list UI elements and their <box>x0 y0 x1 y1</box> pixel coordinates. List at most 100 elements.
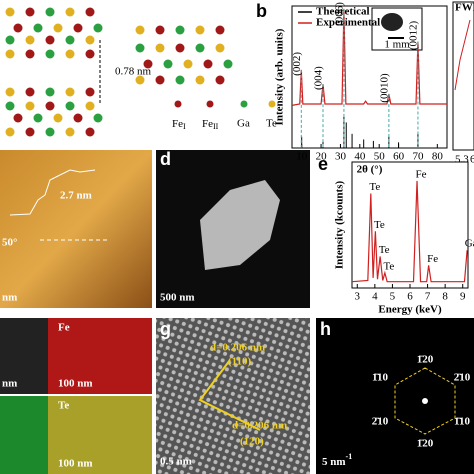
legend-label: Theoretical <box>316 6 370 18</box>
annotation: Te <box>374 219 385 231</box>
side-title: FWH <box>455 2 474 14</box>
spot-label: 1̄20 <box>417 438 434 450</box>
ga-map <box>0 396 48 474</box>
svg-text:FeI: FeI <box>172 118 186 131</box>
lattice-guide <box>198 359 261 431</box>
hexagon <box>394 367 456 435</box>
atom <box>215 43 225 53</box>
atom <box>93 23 103 33</box>
y-axis-title: Intensity (arb. units) <box>274 28 286 125</box>
crystal <box>381 13 403 31</box>
atom <box>195 25 205 35</box>
legend-text: Fe <box>172 118 183 130</box>
atom <box>155 25 165 35</box>
atom <box>25 49 35 59</box>
atom <box>183 59 193 69</box>
scale-sup: -1 <box>346 452 353 461</box>
structure-panel <box>5 7 233 137</box>
annotation: Fe <box>427 253 438 265</box>
atom <box>135 43 145 53</box>
hrtem-image <box>156 318 310 474</box>
annotation: Te <box>379 244 390 256</box>
atom <box>45 127 55 137</box>
haadf-map <box>0 318 48 394</box>
atom <box>25 35 35 45</box>
x-tick-label: 50 <box>374 151 386 163</box>
fe-map <box>48 318 152 394</box>
scale: nm <box>2 292 17 304</box>
panel-label: h <box>320 319 331 339</box>
atom <box>215 25 225 35</box>
scale: 100 nm <box>58 458 93 470</box>
atom <box>65 127 75 137</box>
x-tick-label: 60 <box>393 151 405 163</box>
atom <box>53 113 63 123</box>
annotation: (0010) <box>378 73 390 103</box>
atom <box>45 7 55 17</box>
legend-text: Te <box>266 118 277 130</box>
side-tick: 5.3 <box>455 154 469 166</box>
atom <box>33 113 43 123</box>
plane: (120) <box>240 436 264 448</box>
legend-sub: I <box>183 122 186 131</box>
atom <box>5 35 15 45</box>
atom <box>65 35 75 45</box>
legend-a: FeI FeII Ga Te <box>172 100 277 131</box>
series-line <box>351 180 468 283</box>
x-tick-label: 6 <box>407 291 413 303</box>
annotation: (004) <box>313 66 325 90</box>
d-spacing: d=0.206 nm <box>232 420 287 432</box>
panel-label: b <box>256 1 267 21</box>
svg-text:FeII: FeII <box>202 118 219 131</box>
atom <box>175 25 185 35</box>
atom <box>33 23 43 33</box>
annotation: Te <box>383 260 394 272</box>
x-tick-label: 9 <box>460 291 466 303</box>
panel-label: d <box>160 149 171 169</box>
x-tick-label: 10 <box>296 151 308 163</box>
x-tick-label: 70 <box>412 151 424 163</box>
x-tick-label: 8 <box>442 291 448 303</box>
atom <box>45 87 55 97</box>
atom <box>223 59 233 69</box>
atom <box>93 113 103 123</box>
scale: nm <box>2 378 17 390</box>
annotation: (006) <box>333 2 345 26</box>
atom <box>155 75 165 85</box>
atom <box>203 59 213 69</box>
panel-label: e <box>318 154 328 174</box>
scale: 1 mm <box>384 39 410 51</box>
atom <box>5 49 15 59</box>
legend-label: Experimental <box>316 17 380 29</box>
x-tick-label: 5 <box>390 291 396 303</box>
atom <box>65 49 75 59</box>
panel-label: g <box>160 319 171 339</box>
atom <box>135 75 145 85</box>
atom <box>5 127 15 137</box>
atom <box>65 101 75 111</box>
series-line <box>291 8 447 106</box>
atom <box>5 87 15 97</box>
annotation: Fe <box>416 168 427 180</box>
atom <box>85 35 95 45</box>
annotation: (0012) <box>407 21 419 51</box>
d-spacing: d=0.206 nm <box>210 342 265 354</box>
height: 2.7 nm <box>60 190 92 202</box>
annotation: (002) <box>291 52 303 76</box>
x-tick-label: 40 <box>354 151 366 163</box>
map-label: Te <box>58 400 69 412</box>
legend-text: Fe <box>202 118 213 130</box>
atom <box>85 7 95 17</box>
atom <box>163 59 173 69</box>
atom <box>5 7 15 17</box>
spot-label: 2̄10 <box>372 416 389 428</box>
scale: 100 nm <box>58 378 93 390</box>
side-line <box>454 19 471 91</box>
spot-label: 1̄10 <box>454 416 470 428</box>
atom <box>143 59 153 69</box>
atom <box>45 101 55 111</box>
side-tick: 6 <box>470 154 474 166</box>
legend-sub: II <box>213 122 219 131</box>
x-tick-label: 80 <box>432 151 444 163</box>
